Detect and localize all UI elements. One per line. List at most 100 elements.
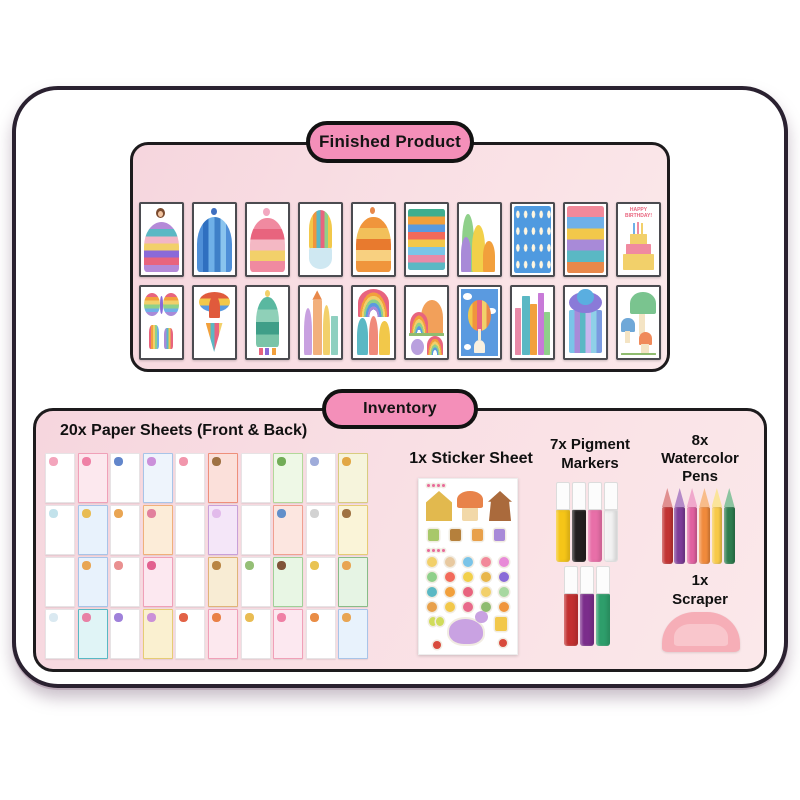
card-art-birthday-cake: HAPPY BIRTHDAY! [620,206,657,273]
sticker-dot [481,572,491,582]
pen-tip [699,488,710,507]
finished-card-orange-cake-dress [351,202,396,277]
art-shape [357,318,368,355]
sheet-motif [81,561,91,570]
art-shape [463,293,473,300]
art-shape [537,293,544,355]
sticker-mushroom-house-cap [457,491,483,508]
art-shape [577,289,594,306]
sheet-motif [114,561,124,570]
card-art-ice-cream-sundae [302,206,339,273]
scraper-inner-highlight [674,624,728,646]
paper-sheet-cell [110,557,141,607]
art-shape [369,315,378,355]
card-art-orange-cake-dress [355,206,392,273]
marker-cap [596,566,610,594]
paper-sheet-cell [142,609,173,659]
art-shape [544,311,551,355]
marker-cap [588,482,602,510]
paper-sheet-cell [175,557,206,607]
art-shape [639,314,646,335]
sticker-dot [481,602,491,612]
finished-card-castle [298,285,343,360]
pigment-marker [604,482,618,562]
sheet-motif [49,457,58,466]
card-art-colorful-cats [461,206,498,273]
paper-sheet-cell [110,505,141,555]
sticker-dot [499,602,509,612]
sheet-motif [179,457,189,466]
watercolor-pens-label-line2: Watercolor [661,450,739,467]
marker-cap [604,482,618,510]
art-shape [408,208,445,271]
pigment-markers-label-line1: 7x Pigment [549,436,631,453]
sheet-motif [244,613,254,622]
sticker-sheet-label: 1x Sticker Sheet [409,450,533,467]
finished-card-mushroom-houses [616,285,661,360]
paper-sheet-cell [273,609,304,659]
inventory-badge: Inventory [322,389,478,429]
card-art-rain-clouds [567,289,604,356]
sticker-dot [481,557,491,567]
scraper [662,612,740,652]
pen-tip [686,488,698,507]
sheet-motif [211,509,221,518]
sticker-dot [427,602,437,612]
paper-sheet-cell [338,453,369,503]
art-shape [473,339,486,354]
paper-sheet-cell [338,557,369,607]
finished-card-ice-cream-pattern [510,202,555,277]
paper-sheet-cell [338,609,369,659]
paper-sheet-cell [175,453,206,503]
sheet-motif [211,613,221,622]
watercolor-pens-label-line3: Pens [682,468,718,485]
art-shape [210,208,217,216]
sheet-motif [277,509,287,518]
art-shape [163,327,173,350]
sticker-butterfly [429,617,437,626]
sheet-motif [211,457,221,466]
sheet-motif [342,613,352,622]
paper-sheet-cell [77,505,108,555]
sticker-header-mark [442,484,445,487]
sticker-dot [427,572,437,582]
sticker-header-mark [427,484,430,487]
art-shape [483,240,496,272]
sheet-motif [244,561,254,570]
card-art-rainbow-castle [355,289,392,356]
art-shape [369,207,375,215]
card-art-peacock [196,206,233,273]
sheet-motif [146,561,156,570]
paper-sheet-cell [305,557,336,607]
finished-card-book-stack [404,202,449,277]
pigment-marker [556,482,570,562]
pigment-marker [572,482,586,562]
art-shape [622,254,655,271]
art-shape [463,343,472,350]
pigment-markers-label-line2: Markers [561,454,619,472]
sticker-sheet [418,478,518,655]
paper-sheet-cell [240,505,271,555]
pen-tip [723,488,735,507]
marker-body [572,510,586,562]
sticker-dot [499,587,509,597]
sheet-motif [49,613,58,622]
finished-card-butterfly-popsicles [139,285,184,360]
card-art-rainbow-snails [408,289,445,356]
paper-sheet-cell [273,453,304,503]
watercolor-pens-label: 8x Watercolor Pens [652,432,748,486]
sticker-dot [481,587,491,597]
art-shape [264,290,270,298]
paper-sheet-cell [45,453,75,503]
art-shape [304,307,313,355]
sheet-motif [81,613,91,622]
art-shape [641,343,649,354]
paper-sheet-cell [207,609,238,659]
finished-card-city-buildings [510,285,555,360]
sheet-motif [146,457,156,466]
paper-sheet-cell [77,453,108,503]
sticker-dot [445,587,455,597]
sticker-small-item [494,529,505,541]
sticker-dot [499,572,509,582]
